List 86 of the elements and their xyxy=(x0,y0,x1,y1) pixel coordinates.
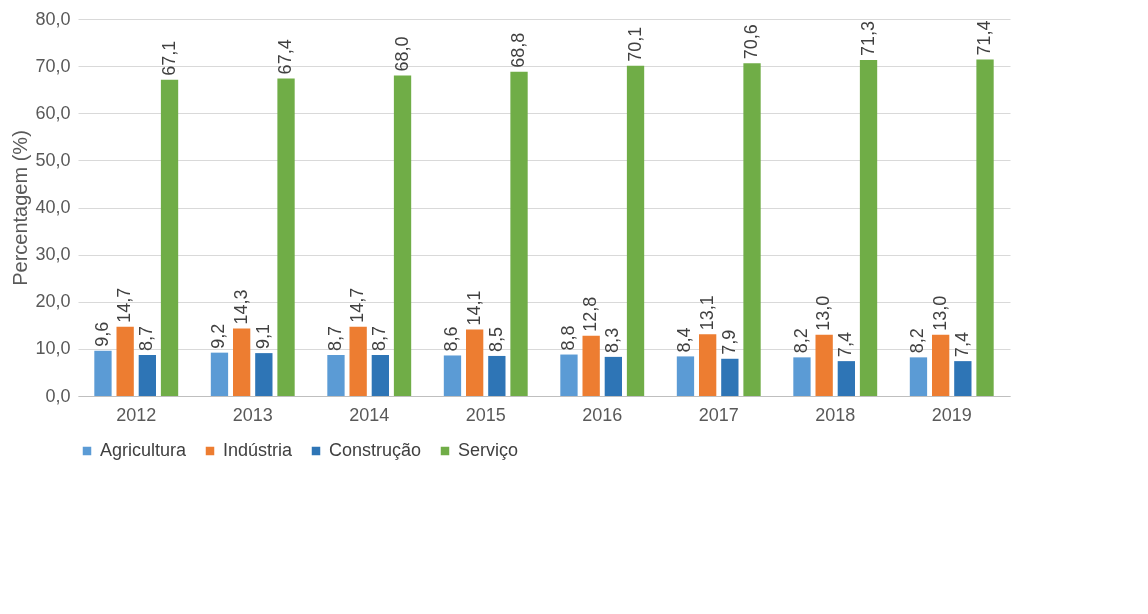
bar xyxy=(859,60,878,396)
data-label: 12,8 xyxy=(580,296,601,332)
data-label: 71,4 xyxy=(974,20,995,56)
data-label: 9,2 xyxy=(208,323,229,349)
bar xyxy=(604,356,622,396)
data-label: 14,7 xyxy=(114,287,135,323)
data-label: 70,6 xyxy=(741,24,762,60)
bar xyxy=(510,71,528,396)
data-label: 14,3 xyxy=(230,289,251,325)
data-label: 7,4 xyxy=(951,332,972,358)
legend-label: Serviço xyxy=(458,440,519,460)
bar xyxy=(443,355,462,396)
y-tick-label: 10,0 xyxy=(35,338,71,359)
bar xyxy=(932,334,950,396)
bar xyxy=(210,352,229,396)
legend-label: Agricultura xyxy=(100,440,188,460)
data-label: 8,3 xyxy=(602,327,623,353)
y-tick-label: 50,0 xyxy=(35,149,71,170)
data-label: 8,7 xyxy=(369,325,390,351)
data-label: 8,6 xyxy=(441,326,462,352)
bar xyxy=(277,78,295,396)
bar xyxy=(909,357,928,396)
x-tick-label: 2015 xyxy=(465,404,506,425)
y-tick-label: 80,0 xyxy=(35,8,71,29)
bar xyxy=(233,328,251,396)
legend-label: Construção xyxy=(329,440,422,460)
bar xyxy=(160,79,179,396)
bar xyxy=(699,334,717,396)
bar xyxy=(721,358,739,396)
x-tick-label: 2012 xyxy=(116,404,157,425)
bar xyxy=(626,65,645,396)
bar xyxy=(837,361,855,396)
data-label: 8,4 xyxy=(674,327,695,353)
bar xyxy=(466,329,484,396)
x-tick-label: 2019 xyxy=(931,404,972,425)
data-label: 8,8 xyxy=(557,325,578,351)
y-tick-label: 0,0 xyxy=(45,385,71,406)
data-label: 67,4 xyxy=(275,39,296,75)
data-label: 9,6 xyxy=(91,321,112,347)
bar xyxy=(560,354,578,396)
x-tick-label: 2018 xyxy=(815,404,856,425)
bar xyxy=(327,355,345,396)
data-label: 14,1 xyxy=(463,290,484,326)
x-tick-label: 2013 xyxy=(232,404,273,425)
bar xyxy=(582,335,600,396)
bar xyxy=(349,326,367,396)
bar xyxy=(138,355,156,396)
y-tick-label: 60,0 xyxy=(35,102,71,123)
x-tick-label: 2016 xyxy=(582,404,623,425)
x-tick-label: 2017 xyxy=(698,404,739,425)
data-label: 13,0 xyxy=(929,295,950,331)
y-tick-label: 30,0 xyxy=(35,244,71,265)
data-label: 7,9 xyxy=(718,329,739,355)
bar xyxy=(815,334,833,396)
data-label: 13,0 xyxy=(813,295,834,331)
bar xyxy=(371,355,389,396)
bar xyxy=(954,361,972,396)
data-label: 8,7 xyxy=(136,325,157,351)
data-label: 7,4 xyxy=(835,332,856,358)
x-tick-label: 2014 xyxy=(349,404,390,425)
y-tick-label: 40,0 xyxy=(35,197,71,217)
bar xyxy=(116,326,134,396)
data-label: 9,1 xyxy=(252,324,273,350)
data-label: 8,5 xyxy=(485,326,506,352)
y-tick-label: 20,0 xyxy=(35,291,71,312)
bar xyxy=(976,59,994,396)
bar xyxy=(793,357,811,396)
bar xyxy=(488,355,506,396)
data-label: 8,2 xyxy=(790,328,811,354)
data-label: 8,2 xyxy=(907,328,928,354)
data-label: 68,0 xyxy=(391,36,412,72)
legend-label: Indústria xyxy=(223,440,294,460)
data-label: 14,7 xyxy=(347,287,368,323)
bar xyxy=(676,356,695,396)
y-axis-title: Percentagem (%) xyxy=(9,130,32,286)
data-label: 67,1 xyxy=(158,40,179,76)
y-tick-label: 70,0 xyxy=(35,55,71,76)
data-label: 68,8 xyxy=(508,32,529,68)
bar xyxy=(743,63,761,396)
data-label: 8,7 xyxy=(324,325,345,351)
bar xyxy=(94,350,112,396)
bar xyxy=(393,75,412,396)
bar xyxy=(255,353,273,396)
data-label: 70,1 xyxy=(624,26,645,62)
data-label: 71,3 xyxy=(857,20,878,56)
data-label: 13,1 xyxy=(696,295,717,331)
